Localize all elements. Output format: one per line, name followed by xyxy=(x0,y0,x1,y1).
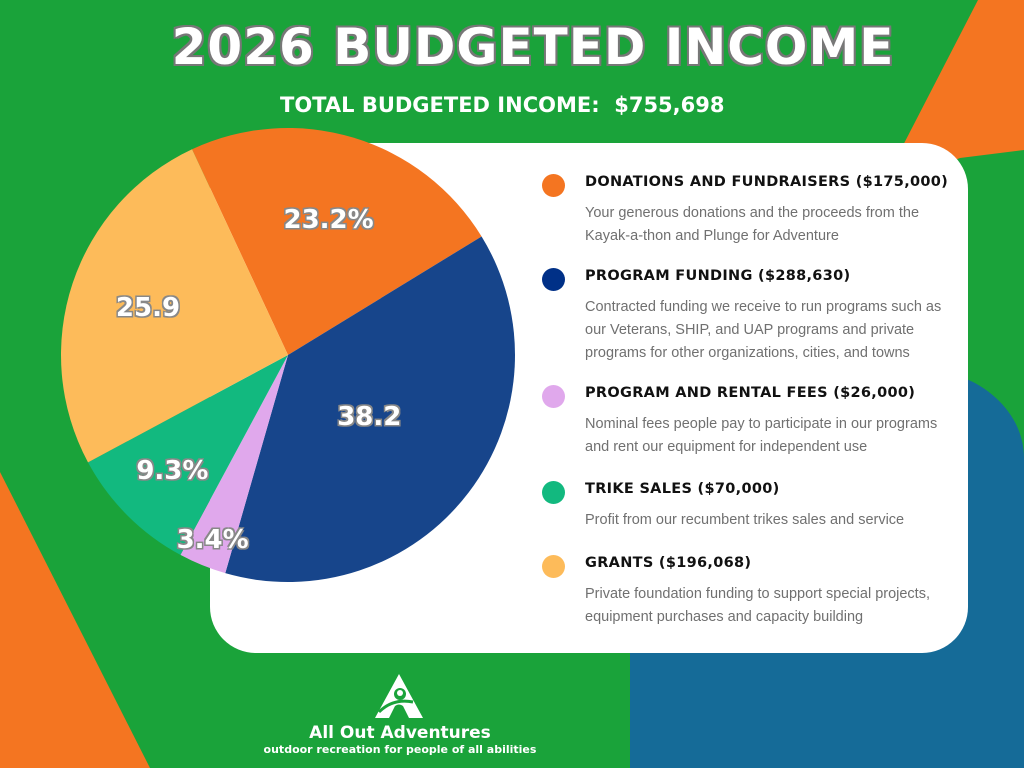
all-out-adventures-logo-icon xyxy=(375,674,423,718)
legend-color-dot xyxy=(542,385,565,408)
legend-title: TRIKE SALES ($70,000) xyxy=(585,481,780,497)
page-title: 2026 BUDGETED INCOME xyxy=(171,18,895,76)
pie-slice-donations-and-fundraisers xyxy=(192,128,482,355)
orange-corner-bottom-left xyxy=(0,472,150,768)
pie-slice-trike-sales xyxy=(88,355,289,555)
brand-tagline: outdoor recreation for people of all abi… xyxy=(263,743,537,756)
legend-title: PROGRAM FUNDING ($288,630) xyxy=(585,268,851,284)
legend-color-dot xyxy=(542,555,565,578)
legend-description: Contracted funding we receive to run pro… xyxy=(585,299,942,361)
legend-description: Private foundation funding to support sp… xyxy=(585,586,930,625)
legend-title: DONATIONS AND FUNDRAISERS ($175,000) xyxy=(585,174,949,190)
legend-color-dot xyxy=(542,268,565,291)
pie-slice-program-funding xyxy=(225,236,515,582)
legend-color-dot xyxy=(542,174,565,197)
legend-description: Nominal fees people pay to participate i… xyxy=(585,416,938,455)
legend-description: Profit from our recumbent trikes sales a… xyxy=(585,512,905,528)
pie-data-label: 23.2% xyxy=(283,205,374,236)
legend-description: Your generous donations and the proceeds… xyxy=(585,205,920,244)
pie-slice-grants xyxy=(61,149,289,463)
legend-color-dot xyxy=(542,481,565,504)
pie-slice-program-and-rental-fees xyxy=(180,355,288,574)
pie-data-label: 38.2 xyxy=(337,401,402,432)
brand-name: All Out Adventures xyxy=(309,723,491,743)
total-income: TOTAL BUDGETED INCOME: $755,698 xyxy=(280,93,725,117)
pie-data-label: 3.4% xyxy=(176,525,249,555)
legend-title: PROGRAM AND RENTAL FEES ($26,000) xyxy=(585,385,916,401)
legend-title: GRANTS ($196,068) xyxy=(585,555,752,571)
pie-data-label: 9.3% xyxy=(136,455,209,486)
pie-data-label: 25.9 xyxy=(115,293,181,324)
orange-corner-top-right xyxy=(880,0,1024,190)
